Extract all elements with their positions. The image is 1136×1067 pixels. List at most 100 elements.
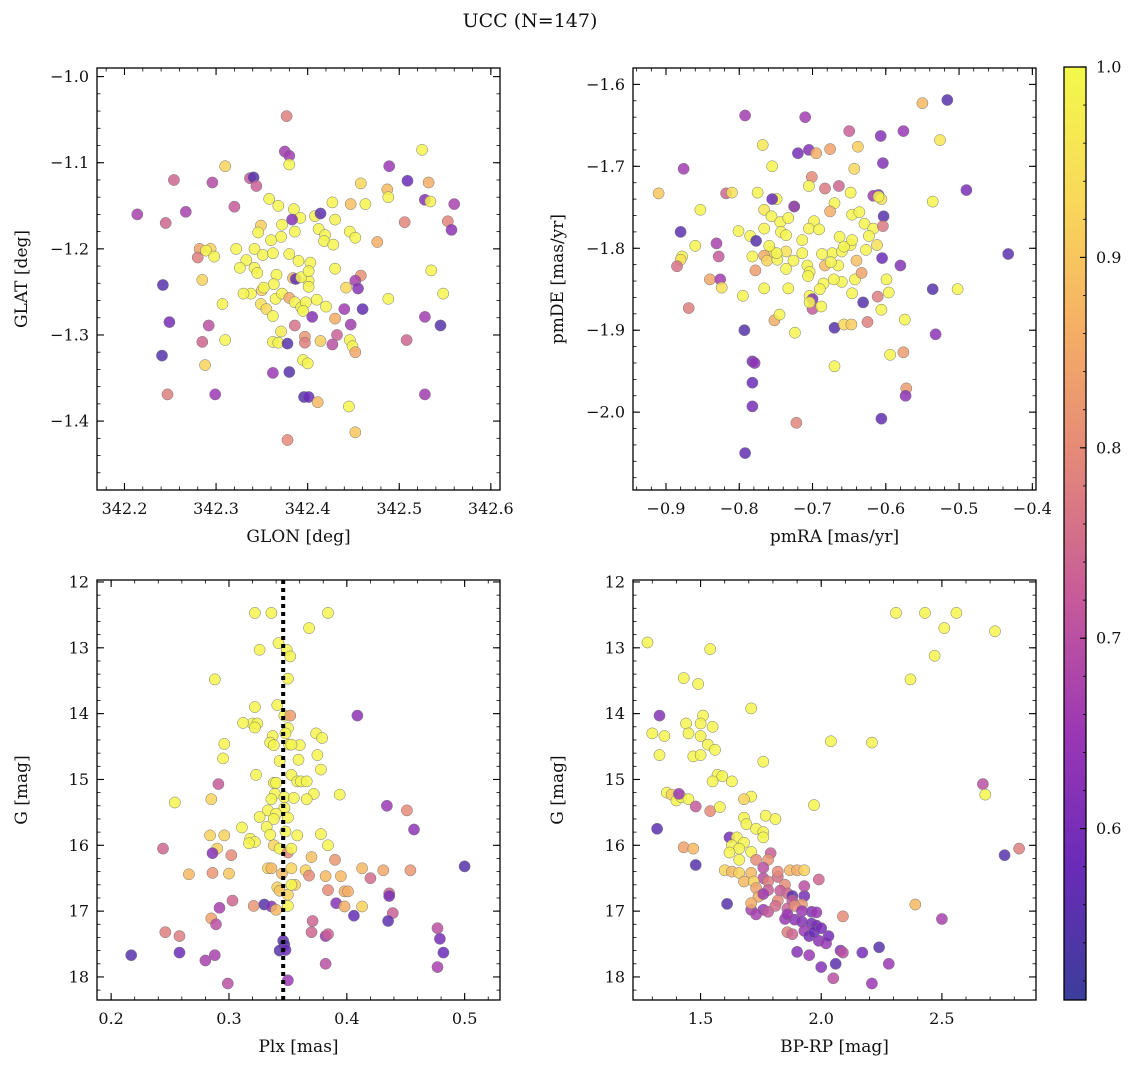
data-point [286, 213, 298, 226]
data-point [221, 977, 234, 990]
data-point [157, 279, 169, 291]
data-point [264, 828, 277, 841]
data-point [877, 157, 889, 169]
data-point [646, 727, 659, 740]
y-axis-label: pmDE [mas/yr] [548, 214, 568, 344]
data-point [798, 864, 811, 877]
data-point [316, 732, 328, 744]
data-point [196, 336, 209, 348]
data-point [757, 831, 770, 844]
x-axis-label: BP-RP [mag] [780, 1037, 889, 1057]
data-point [271, 699, 284, 711]
data-point [173, 930, 186, 942]
data-point [749, 264, 762, 277]
y-tick-label: 16 [69, 836, 89, 855]
data-point [287, 792, 300, 804]
data-point [750, 853, 762, 866]
y-axis-label: G [mag] [548, 755, 568, 824]
axes-frame [96, 67, 501, 491]
data-point [726, 775, 738, 788]
data-point [822, 930, 835, 942]
scatter-points [652, 94, 1015, 459]
data-point [909, 898, 922, 911]
data-point [288, 319, 301, 332]
data-point [437, 287, 450, 300]
data-point [786, 928, 799, 941]
data-point [977, 778, 989, 790]
data-point [726, 186, 738, 199]
data-point [218, 829, 231, 842]
y-tick-label: −1.9 [586, 321, 625, 340]
data-point [300, 793, 313, 806]
data-point [206, 176, 219, 189]
data-point [319, 957, 332, 970]
data-point [677, 162, 690, 175]
data-point [344, 318, 357, 331]
data-point [704, 643, 717, 655]
data-point [653, 709, 666, 722]
data-point [208, 949, 221, 962]
data-point [431, 961, 444, 973]
panel-pmra-pmde: −0.9 −0.8 −0.7 −0.6 −0.5 −0.4 −2.0 −1.9 −1.8 −1.7… [548, 67, 1052, 547]
data-point [740, 818, 753, 831]
data-point [738, 793, 750, 806]
data-point [272, 199, 285, 212]
data-point [898, 313, 911, 326]
data-point [352, 282, 364, 295]
data-point [858, 217, 871, 230]
data-point [803, 949, 816, 962]
data-point [890, 607, 902, 619]
data-point [689, 239, 702, 252]
y-tick-label: 14 [605, 704, 625, 723]
data-point [303, 622, 315, 634]
data-point [745, 702, 758, 715]
data-point [302, 265, 315, 278]
data-point [792, 147, 804, 160]
data-point [853, 206, 866, 219]
data-point [658, 730, 671, 742]
data-point [305, 851, 318, 863]
data-point [354, 177, 367, 190]
data-point [248, 243, 261, 255]
data-point [315, 828, 327, 840]
data-point [225, 849, 238, 862]
data-point [168, 796, 181, 809]
data-point [265, 234, 277, 247]
data-point [766, 160, 779, 173]
data-point [275, 230, 287, 243]
data-point [270, 776, 282, 789]
data-point [838, 240, 850, 253]
data-point [761, 254, 773, 267]
colorbar-tick-label: 0.8 [1096, 438, 1121, 457]
data-point [283, 366, 296, 378]
data-point [319, 870, 332, 883]
data-point [196, 274, 209, 286]
data-point [765, 210, 778, 223]
data-point [799, 111, 812, 124]
data-point [292, 753, 305, 766]
data-point [159, 217, 172, 229]
data-point [306, 311, 319, 323]
axes-frame [96, 579, 501, 1001]
data-point [382, 915, 394, 927]
data-point [265, 862, 278, 875]
colorbar-tick-label: 0.9 [1096, 248, 1121, 267]
data-point [327, 238, 340, 251]
data-point [281, 337, 294, 350]
data-point [342, 885, 354, 898]
y-tick-label: 13 [69, 638, 89, 657]
data-point [422, 176, 435, 189]
data-point [882, 286, 895, 299]
data-point [938, 622, 951, 634]
data-point [671, 260, 683, 273]
data-point [746, 250, 759, 263]
data-point [756, 139, 769, 151]
y-tick-label: 12 [605, 572, 625, 591]
data-point [267, 739, 280, 752]
data-point [191, 251, 204, 264]
data-point [846, 234, 858, 246]
data-point [285, 878, 298, 891]
data-point [746, 400, 759, 413]
data-point [710, 237, 723, 250]
data-point [340, 281, 352, 294]
